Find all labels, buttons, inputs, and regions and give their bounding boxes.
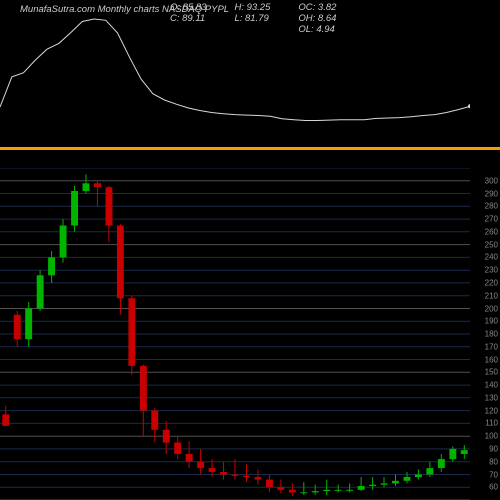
- axis-tick: 200: [485, 304, 498, 313]
- ohlc-OC-val: 3.82: [318, 2, 337, 13]
- divider-line: [0, 147, 500, 150]
- line-chart: [0, 14, 470, 144]
- axis-tick: 70: [489, 470, 498, 479]
- axis-tick: 120: [485, 406, 498, 415]
- axis-tick: 250: [485, 240, 498, 249]
- axis-tick: 220: [485, 278, 498, 287]
- axis-tick: 300: [485, 176, 498, 185]
- axis-tick: 260: [485, 227, 498, 236]
- ohlc-O: O: 85.83: [170, 2, 206, 13]
- axis-tick: 270: [485, 215, 498, 224]
- price-axis: 300 290 280 270 260 250 240 230 220 210 200 190 180 1…: [470, 168, 500, 500]
- axis-tick: 180: [485, 330, 498, 339]
- axis-tick: 130: [485, 393, 498, 402]
- ohlc-H: H: 93.25: [234, 2, 270, 13]
- axis-tick: 290: [485, 189, 498, 198]
- axis-tick: 160: [485, 355, 498, 364]
- axis-tick: 240: [485, 253, 498, 262]
- axis-tick: 190: [485, 317, 498, 326]
- axis-tick: 60: [489, 483, 498, 492]
- axis-tick: 90: [489, 444, 498, 453]
- ohlc-H-val: 93.25: [247, 2, 271, 13]
- axis-tick: 110: [485, 419, 498, 428]
- candlestick-chart: [0, 168, 470, 500]
- axis-tick: 210: [485, 291, 498, 300]
- axis-tick: 140: [485, 381, 498, 390]
- ohlc-OC: OC: 3.82: [298, 2, 336, 13]
- axis-tick: 80: [489, 457, 498, 466]
- chart-container: MunafaSutra.com Monthly charts NASDAQ PY…: [0, 0, 500, 500]
- axis-tick: 170: [485, 342, 498, 351]
- axis-tick: 100: [485, 432, 498, 441]
- axis-tick: 230: [485, 266, 498, 275]
- ohlc-O-val: 85.83: [183, 2, 207, 13]
- axis-tick: 280: [485, 202, 498, 211]
- axis-tick: 150: [485, 368, 498, 377]
